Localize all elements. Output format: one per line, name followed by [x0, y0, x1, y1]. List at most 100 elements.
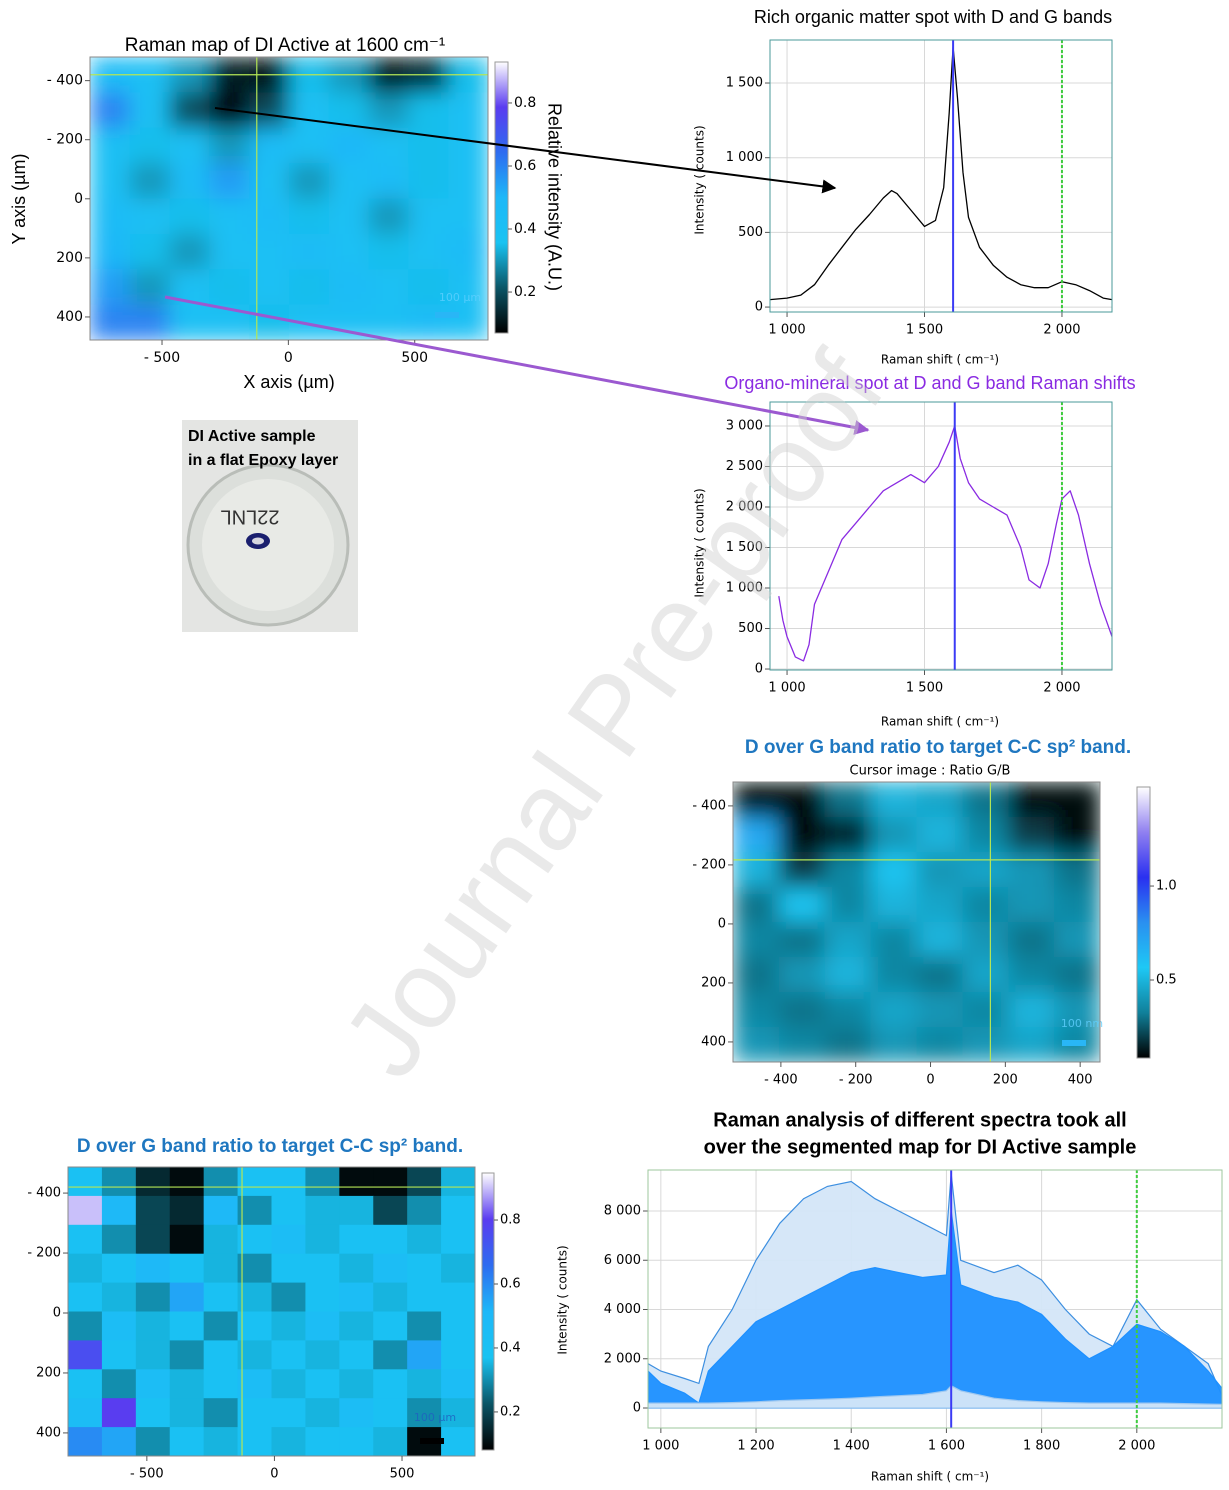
colorbar-tick-label: 0.8: [514, 95, 536, 111]
heatmap-cell: [441, 1167, 475, 1197]
heatmap-cell: [68, 1427, 103, 1456]
heatmap-cell: [1008, 922, 1055, 958]
y-tick-label: 0: [74, 191, 83, 207]
y-tick-label: 200: [56, 250, 83, 266]
heatmap-cell: [824, 922, 872, 958]
heatmap-cell: [271, 1427, 307, 1456]
x-tick-label: 2 000: [1043, 323, 1080, 338]
x-axis-label: X axis (µm): [243, 372, 334, 392]
heatmap-cell: [407, 1369, 442, 1399]
x-tick-label: 1 600: [928, 1439, 965, 1454]
heatmap-cell: [368, 304, 409, 340]
heatmap-cell: [733, 1027, 780, 1062]
heatmap-cell: [169, 1340, 205, 1370]
heatmap-cell: [778, 992, 826, 1028]
heatmap-cell: [339, 1195, 374, 1226]
heatmap-cell: [135, 1427, 171, 1456]
heatmap-cell: [249, 233, 290, 270]
heatmap-cell: [448, 198, 488, 235]
heatmap-cell: [203, 1427, 239, 1456]
heatmap-cell: [408, 163, 449, 200]
heatmap-cell: [101, 1224, 137, 1255]
x-tick-label: 200: [993, 1073, 1018, 1088]
scale-label: 100 µm: [439, 291, 481, 304]
x-tick-label: 1 000: [642, 1439, 679, 1454]
x-tick-label: - 500: [130, 1467, 164, 1482]
heatmap-cell: [408, 92, 449, 129]
heatmap-cell: [778, 852, 826, 888]
heatmap-cell: [101, 1167, 137, 1197]
heatmap-cell: [368, 198, 409, 235]
heatmap-cell: [448, 269, 488, 306]
heatmap-cell: [169, 1398, 205, 1428]
heatmap-cell: [870, 1027, 918, 1062]
heatmap-cell: [368, 92, 409, 129]
x-tick-label: 500: [390, 1467, 415, 1482]
heatmap-cell: [373, 1369, 408, 1399]
colorbar-tick-label: 0.4: [514, 221, 536, 237]
heatmap-cell: [733, 957, 780, 993]
x-tick-label: - 200: [839, 1073, 873, 1088]
heatmap-cell: [169, 304, 210, 340]
heatmap-cell: [237, 1311, 273, 1341]
heatmap-cell: [1054, 782, 1100, 818]
heatmap-cell: [339, 1282, 374, 1313]
heatmap-cell: [916, 782, 963, 818]
y-tick-label: - 400: [692, 798, 726, 813]
photo-caption: DI Active sample: [188, 428, 316, 445]
heatmap: [68, 1167, 475, 1456]
x-tick-label: 1 400: [833, 1439, 870, 1454]
heatmap-cell: [962, 957, 1009, 993]
heatmap-cell: [328, 269, 370, 306]
heatmap-cell: [305, 1398, 340, 1428]
y-tick-label: 0: [755, 662, 763, 677]
chart-title: over the segmented map for DI Active sam…: [704, 1136, 1137, 1158]
colorbar-label: Relative intensity (A.U.): [544, 103, 564, 291]
heatmap-cell: [68, 1224, 103, 1255]
heatmap-cell: [441, 1253, 475, 1284]
heatmap-cell: [271, 1311, 307, 1341]
heatmap-cell: [271, 1340, 307, 1370]
heatmap-cell: [237, 1427, 273, 1456]
heatmap-cell: [237, 1282, 273, 1313]
heatmap-cell: [962, 922, 1009, 958]
heatmap-cell: [68, 1282, 103, 1313]
heatmap-cell: [249, 92, 290, 129]
heatmap-cell: [870, 957, 918, 993]
heatmap-cell: [101, 1282, 137, 1313]
y-axis-label: Intensity ( counts): [693, 488, 707, 597]
heatmap-cells: [68, 1167, 475, 1456]
heatmap-cell: [305, 1427, 340, 1456]
plot-frame: [769, 401, 1113, 671]
sample-photo: 22LNL DI Active sample in a flat Epoxy l…: [182, 420, 358, 632]
heatmap-cell: [407, 1167, 442, 1197]
heatmap-cell: [209, 163, 250, 200]
x-tick-label: 0: [284, 350, 293, 366]
heatmap-cell: [203, 1340, 239, 1370]
heatmap-cell: [1054, 957, 1100, 993]
heatmap-cell: [135, 1311, 171, 1341]
heatmap-cell: [271, 1224, 307, 1255]
heatmap-cell: [916, 852, 963, 888]
y-tick-label: 4 000: [604, 1302, 641, 1317]
heatmap-cell: [305, 1282, 340, 1313]
heatmap-cell: [90, 269, 131, 306]
heatmap-cell: [733, 817, 780, 853]
heatmap-cell: [289, 198, 330, 235]
y-tick-label: 3 000: [726, 418, 763, 433]
heatmap-cell: [407, 1253, 442, 1284]
heatmap-cell: [408, 233, 449, 270]
heatmap-cell: [169, 198, 210, 235]
heatmap-cell: [169, 127, 210, 164]
x-axis-label: Raman shift ( cm⁻¹): [881, 353, 999, 367]
heatmap-cell: [68, 1311, 103, 1341]
scale-label: 100 µm: [414, 1411, 456, 1424]
heatmap-cell: [339, 1340, 374, 1370]
heatmap-cell: [271, 1398, 307, 1428]
heatmap-cell: [328, 198, 370, 235]
heatmap-cell: [870, 922, 918, 958]
heatmap-cell: [289, 163, 330, 200]
heatmap: [90, 57, 488, 340]
heatmap-cell: [68, 1195, 103, 1226]
